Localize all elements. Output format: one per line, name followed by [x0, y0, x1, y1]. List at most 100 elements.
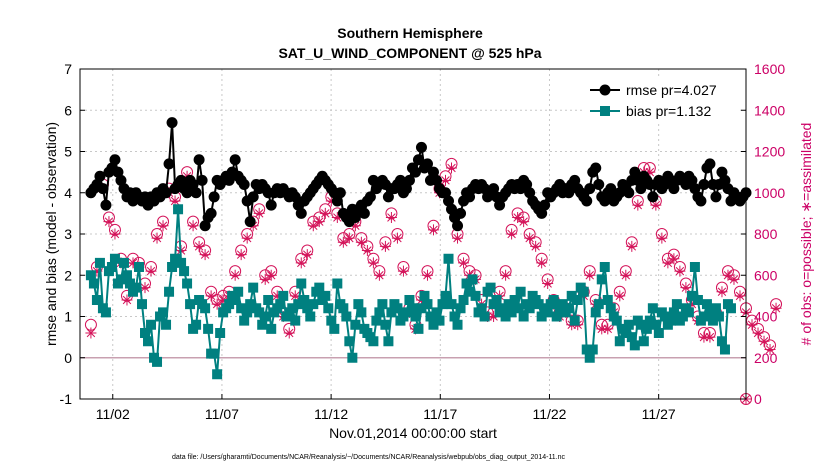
series-bias-point: [584, 352, 595, 363]
asterisk-stroke: [537, 258, 546, 268]
assimilated-point: [337, 236, 349, 248]
series-bias-point: [725, 303, 736, 314]
series-bias-point: [548, 295, 559, 305]
series-bias-point: [368, 336, 379, 347]
assimilated-point: [746, 319, 758, 331]
assimilated-point: [734, 290, 746, 302]
series-bias-point: [278, 290, 289, 301]
asterisk-stroke: [519, 217, 528, 226]
asterisk-stroke: [110, 229, 120, 239]
assimilated-point: [199, 249, 211, 261]
series-bias-point: [470, 290, 481, 301]
series-bias-point: [467, 274, 478, 285]
series-bias-point: [653, 328, 664, 338]
series-bias-point: [377, 299, 388, 310]
series-rmse-point: [427, 166, 439, 178]
series-bias-point: [287, 303, 298, 314]
assimilated-point: [367, 257, 379, 269]
series-rmse-point: [289, 191, 301, 203]
series-rmse-point: [421, 158, 433, 170]
assimilated-point: [440, 174, 452, 186]
series-bias-point: [266, 323, 277, 334]
asterisk-stroke: [453, 233, 462, 243]
series-rmse-point: [464, 191, 476, 203]
series-bias-point: [572, 295, 583, 305]
series-rmse-point: [599, 195, 611, 207]
series-bias-point: [500, 311, 511, 322]
series-bias-point: [314, 282, 325, 293]
series-rmse-point: [187, 179, 199, 190]
series-bias-point: [176, 257, 187, 268]
series-bias-point: [635, 319, 646, 330]
series-bias-point: [563, 303, 574, 314]
y-right-axis-ticks: 0 200 400 600 800 1000 1200 1400 1600: [741, 61, 785, 407]
asterisk-stroke: [303, 250, 312, 259]
assimilated-point: [530, 240, 542, 252]
asterisk-stroke: [603, 324, 613, 334]
asterisk-stroke: [218, 295, 228, 305]
series-bias-point: [137, 299, 148, 310]
series-bias-point: [551, 311, 562, 322]
series-rmse-point: [536, 207, 548, 219]
asterisk-stroke: [681, 283, 691, 292]
series-bias-point: [641, 323, 652, 334]
series-rmse-point: [443, 195, 455, 207]
asterisk-stroke: [747, 320, 757, 329]
series-bias-point: [254, 307, 265, 318]
asterisk-stroke: [345, 233, 354, 243]
series-bias-point: [146, 319, 157, 330]
assimilated-point: [259, 273, 271, 285]
asterisk-stroke: [122, 295, 132, 305]
series-bias-point: [344, 336, 355, 347]
series-bias-point: [88, 278, 99, 289]
series-rmse-point: [196, 174, 208, 186]
series-bias-point: [461, 278, 472, 289]
assimilated-point: [121, 294, 133, 306]
asterisk-stroke: [309, 221, 318, 230]
series-bias-point: [413, 323, 424, 334]
assimilated-point: [674, 265, 686, 277]
series-bias-point: [596, 274, 607, 285]
series-bias-point: [464, 286, 475, 297]
series-bias-point: [215, 328, 226, 338]
asterisk-stroke: [615, 291, 625, 301]
series-rmse-point: [415, 141, 427, 153]
asterisk-stroke: [266, 271, 276, 280]
series-rmse: [85, 117, 752, 232]
assimilated-point: [355, 236, 367, 248]
asterisk-stroke: [423, 271, 432, 280]
asterisk-stroke: [717, 287, 727, 296]
series-bias-point: [152, 356, 163, 367]
y-tick-label: 3: [64, 226, 72, 242]
series-bias-point: [263, 295, 274, 305]
series-bias-point: [401, 307, 412, 318]
x-tick-label: 11/17: [423, 406, 457, 422]
assimilated-point: [524, 232, 536, 244]
series-bias-point: [713, 311, 724, 322]
series-bias-point: [121, 270, 132, 281]
series-rmse-point: [334, 187, 346, 199]
series-bias-point: [296, 278, 307, 289]
assimilated-point: [668, 253, 680, 265]
series-bias-point: [245, 299, 256, 310]
series-bias-point: [485, 282, 496, 293]
series-bias-point: [182, 278, 193, 289]
series-bias-point: [191, 319, 202, 330]
series-bias-point: [410, 311, 421, 322]
series-rmse-point: [563, 187, 575, 199]
series-bias-point: [230, 295, 241, 305]
series-bias-point: [130, 282, 141, 293]
series-bias-point: [209, 348, 220, 359]
assimilated-point: [458, 257, 470, 269]
assimilated-point: [614, 290, 626, 302]
asterisk-stroke: [212, 299, 222, 309]
asterisk-stroke: [152, 233, 162, 243]
series-bias-point: [479, 311, 490, 322]
series-bias-point: [203, 323, 214, 334]
series-bias-point: [719, 344, 730, 355]
series-rmse-point: [244, 216, 256, 228]
series-bias-point: [668, 307, 679, 318]
assimilated-point: [157, 220, 169, 232]
assimilated-point: [728, 273, 740, 285]
series-bias-point: [185, 299, 196, 310]
